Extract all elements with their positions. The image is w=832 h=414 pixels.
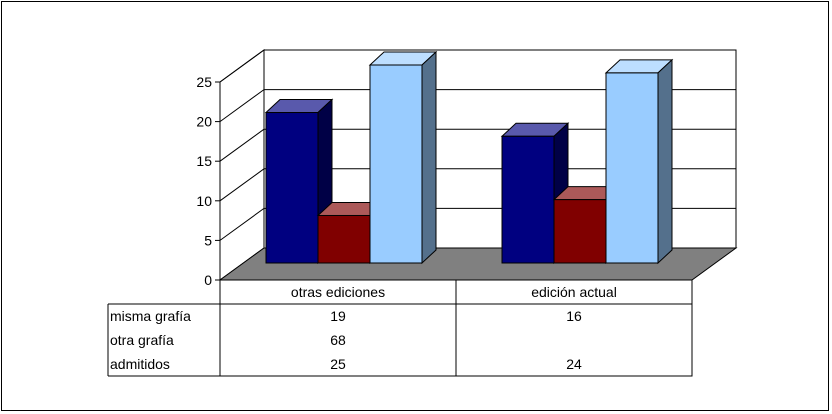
bar-side (421, 50, 437, 265)
bar (553, 199, 607, 264)
y-tick-label: 10 (196, 193, 212, 209)
data-label: 16 (566, 308, 582, 324)
y-tick-label: 5 (204, 232, 212, 248)
category-label: edición actual (531, 284, 617, 300)
gridline-side (219, 207, 265, 241)
series-label: misma grafía (110, 308, 191, 324)
gridline-side (219, 89, 265, 123)
bar (605, 72, 659, 264)
gridline-side (219, 168, 265, 202)
bar (317, 214, 371, 264)
data-label: 25 (330, 356, 346, 372)
y-tick-label: 20 (196, 114, 212, 130)
series-label: otra grafía (110, 332, 174, 348)
gridline-side (219, 49, 265, 83)
y-tick-label: 15 (196, 153, 212, 169)
data-label: 24 (566, 356, 582, 372)
gridline-side (219, 128, 265, 162)
category-label: otras ediciones (291, 284, 385, 300)
side-wall (219, 49, 265, 281)
bar (369, 64, 423, 264)
y-tick-label: 25 (196, 74, 212, 90)
bar-side (657, 58, 673, 265)
bar (501, 135, 555, 264)
bar (265, 112, 319, 264)
series-label: admitidos (110, 356, 170, 372)
data-label: 19 (330, 308, 346, 324)
data-label: 68 (330, 332, 346, 348)
y-tick-label: 0 (204, 272, 212, 288)
